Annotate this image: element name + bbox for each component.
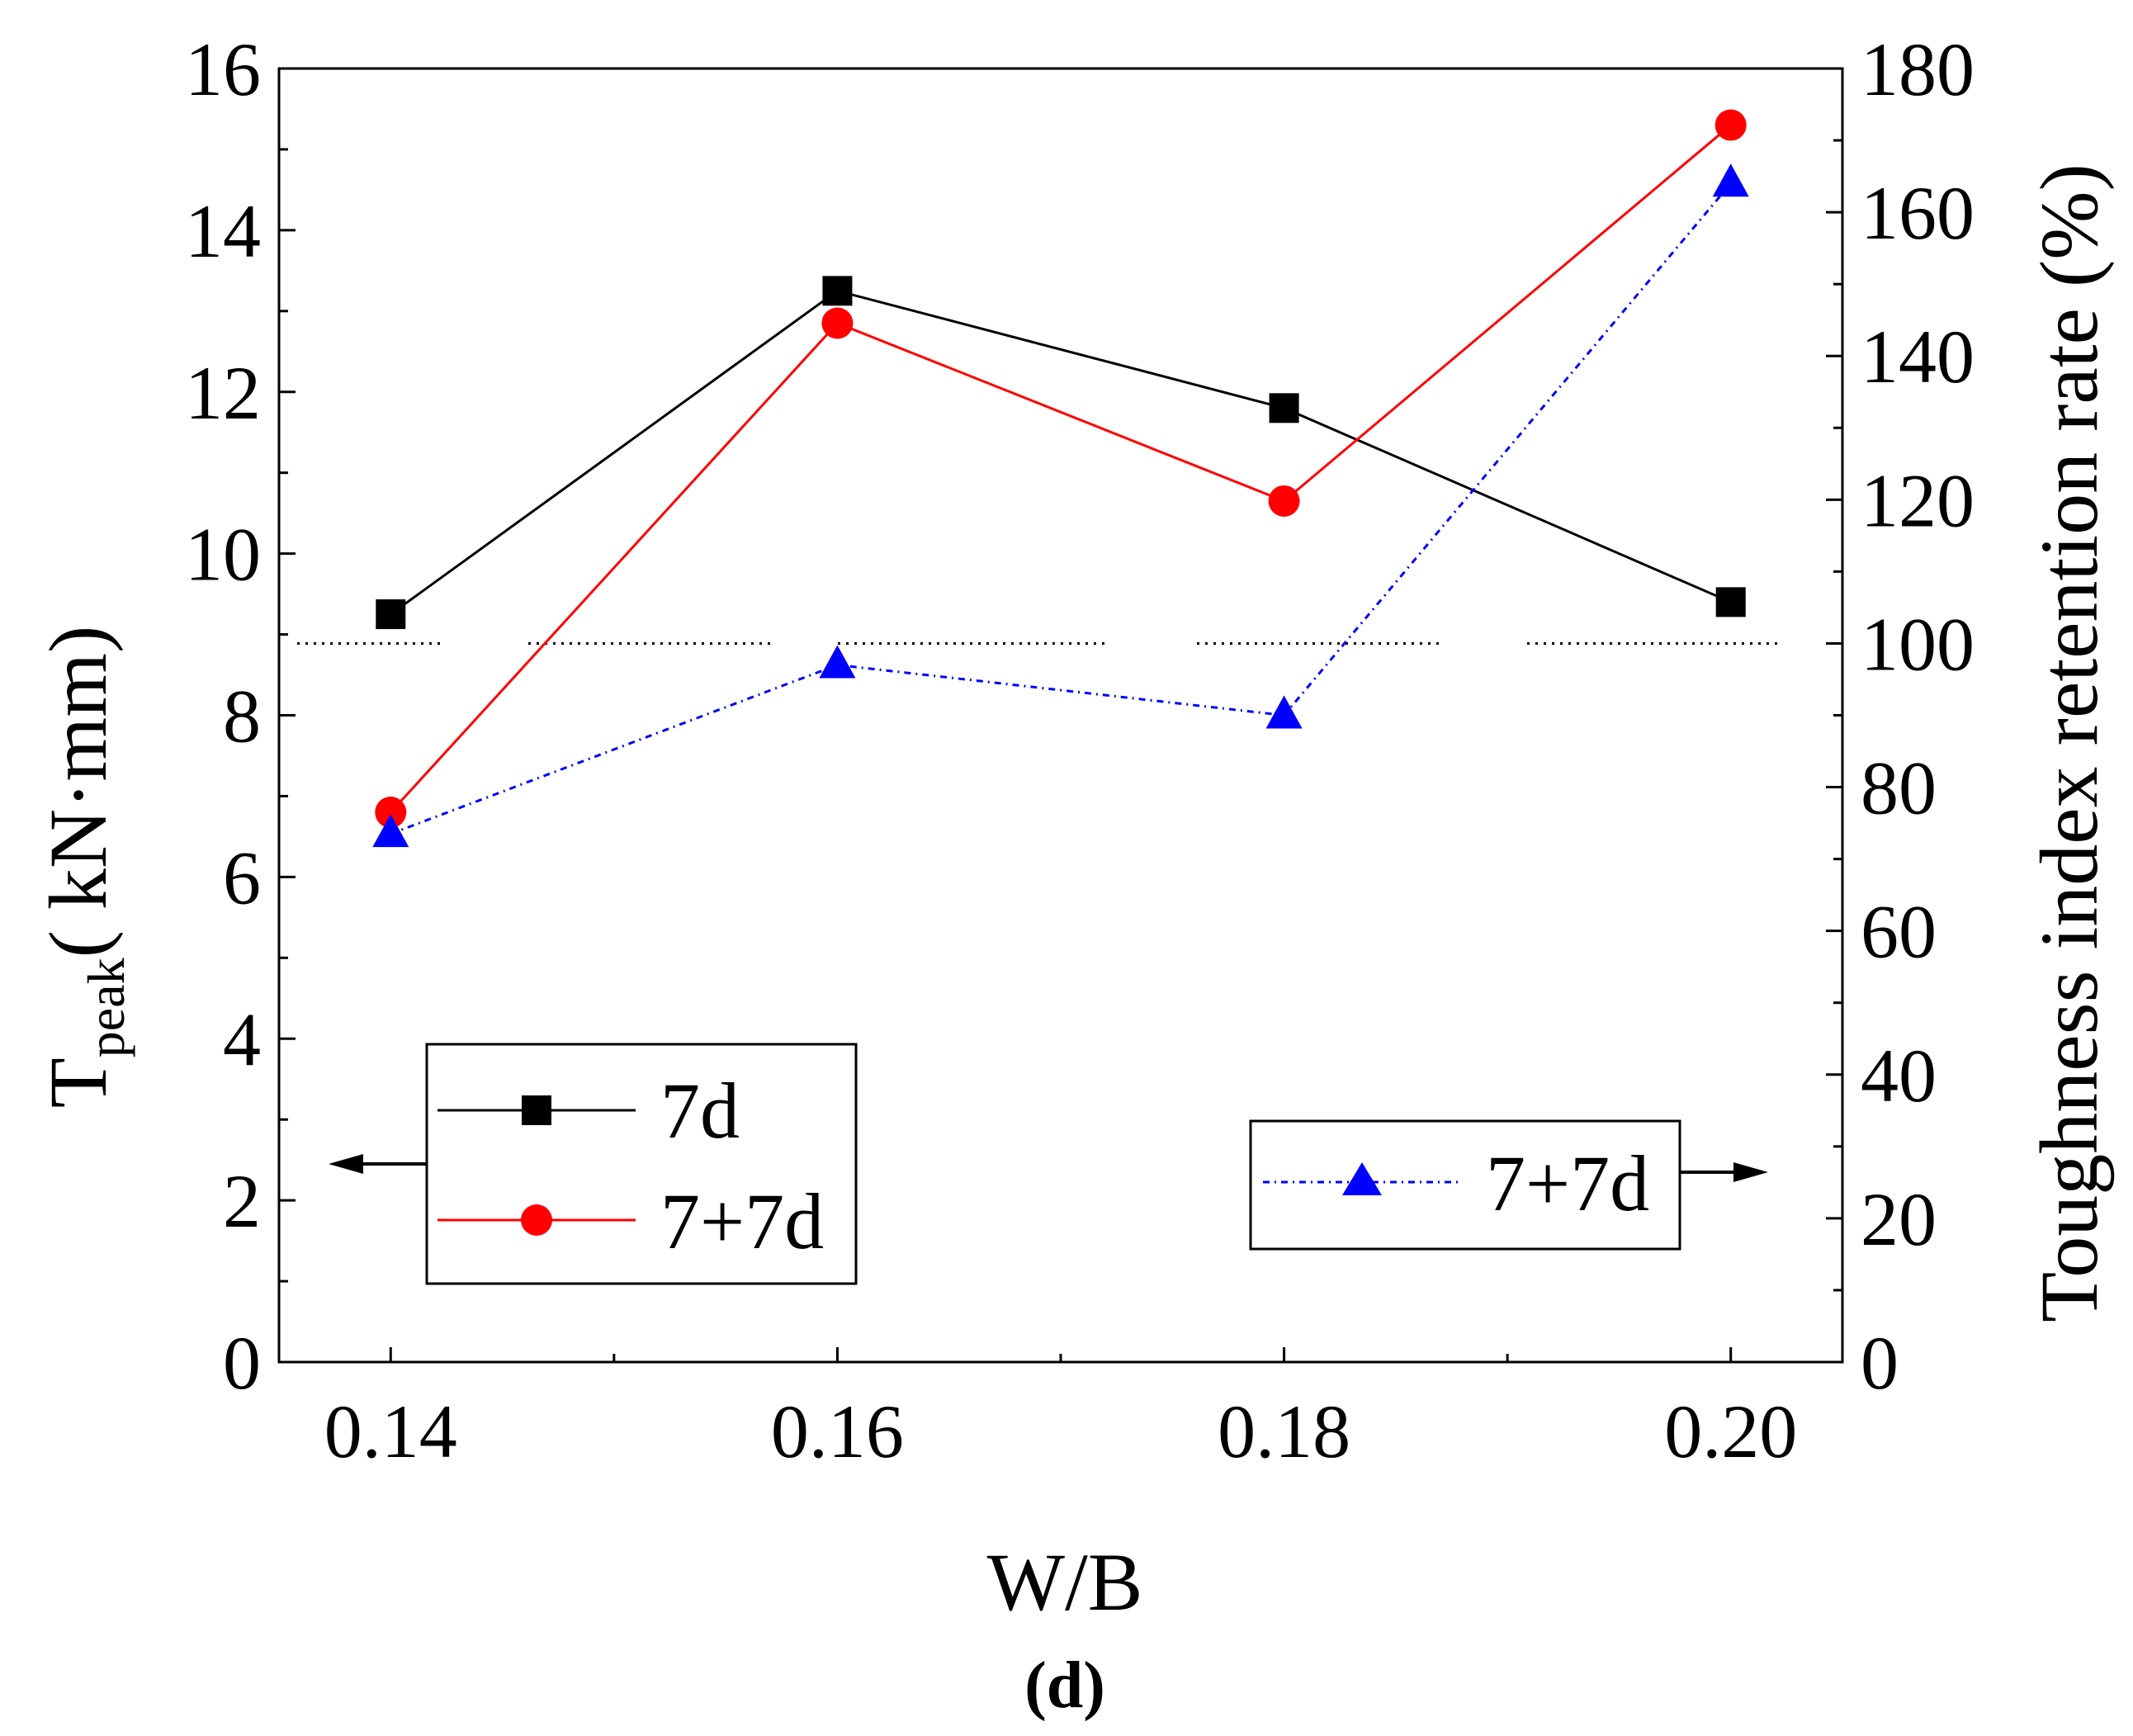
y-left-title-sub: peak xyxy=(77,958,135,1057)
y-left-tick-label: 6 xyxy=(223,835,261,920)
y-left-tick-label: 2 xyxy=(223,1159,261,1243)
legend-7d-label: 7d xyxy=(660,1067,740,1155)
legend-right: 7+7d xyxy=(1249,1119,1768,1251)
series-2-point xyxy=(1265,695,1303,729)
legend-left-arrow-head xyxy=(329,1154,363,1174)
y-right-title-text: Toughness index retention rate (%) xyxy=(2023,163,2115,1322)
series-0-point xyxy=(1269,393,1299,423)
x-axis-title: W/B xyxy=(987,1536,1143,1628)
series-2-point xyxy=(372,814,409,848)
legend-left-box xyxy=(425,1043,858,1285)
legend-77d-right-marker xyxy=(1342,1162,1382,1195)
y-right-tick-label: 40 xyxy=(1861,1034,1937,1118)
y-left-tick-label: 14 xyxy=(185,189,261,273)
x-tick-label: 0.14 xyxy=(324,1389,457,1473)
x-tick-label: 0.16 xyxy=(771,1389,904,1473)
y-right-tick-label: 60 xyxy=(1861,890,1937,974)
legend-77d-right-label: 7+7d xyxy=(1486,1139,1649,1227)
series-layer xyxy=(372,109,1749,848)
y-right-tick-label: 160 xyxy=(1861,171,1975,255)
y-right-tick-label: 180 xyxy=(1861,27,1975,111)
svg-text:Tpeak( kN·mm): Tpeak( kN·mm) xyxy=(32,626,135,1109)
y-right-tick-label: 20 xyxy=(1861,1177,1937,1261)
series-0-point xyxy=(822,276,853,306)
legend-right-arrow-head xyxy=(1733,1162,1768,1182)
x-tick-label: 0.18 xyxy=(1218,1389,1350,1473)
legend-7d-marker xyxy=(522,1095,551,1125)
y-right-tick-label: 140 xyxy=(1861,315,1975,399)
series-2-point xyxy=(819,645,856,679)
y-right-tick-label: 100 xyxy=(1861,602,1975,686)
y-right-tick-label: 120 xyxy=(1861,458,1975,542)
y-left-tick-label: 10 xyxy=(185,513,261,597)
y-left-tick-label: 0 xyxy=(223,1321,261,1405)
series-1-point xyxy=(375,797,407,829)
ticks-layer: 0.14 0.16 0.18 0.20024681012141602040608010… xyxy=(185,27,1975,1473)
series-0-line xyxy=(390,289,1732,616)
x-tick-label: 0.20 xyxy=(1664,1389,1797,1473)
legend-77d-marker xyxy=(521,1204,552,1236)
legend-left: 7d 7+7d xyxy=(329,1043,858,1285)
series-0-point xyxy=(376,599,406,630)
y-left-axis-title: Tpeak( kN·mm) xyxy=(32,626,135,1109)
y-right-tick-label: 80 xyxy=(1861,746,1937,830)
series-1-point xyxy=(1268,485,1300,517)
legend-77d-label: 7+7d xyxy=(660,1177,824,1265)
panel-label: (d) xyxy=(1024,1649,1105,1722)
y-left-title-units: ( kN·mm) xyxy=(32,626,124,958)
y-left-tick-label: 16 xyxy=(185,27,261,111)
y-right-tick-label: 0 xyxy=(1861,1321,1899,1405)
series-2-point xyxy=(1712,163,1749,197)
legend-right-box xyxy=(1249,1119,1681,1251)
y-left-tick-label: 12 xyxy=(185,351,261,435)
series-1-point xyxy=(821,307,854,339)
series-0-point xyxy=(1715,587,1746,617)
y-right-axis-title: Toughness index retention rate (%) xyxy=(2023,163,2115,1322)
y-left-tick-label: 4 xyxy=(223,997,261,1081)
y-left-tick-label: 8 xyxy=(223,674,261,759)
series-1-line xyxy=(390,124,1732,814)
series-1-point xyxy=(1714,109,1747,141)
y-left-title-main: T xyxy=(32,1057,124,1108)
series-2-line xyxy=(390,182,1732,835)
